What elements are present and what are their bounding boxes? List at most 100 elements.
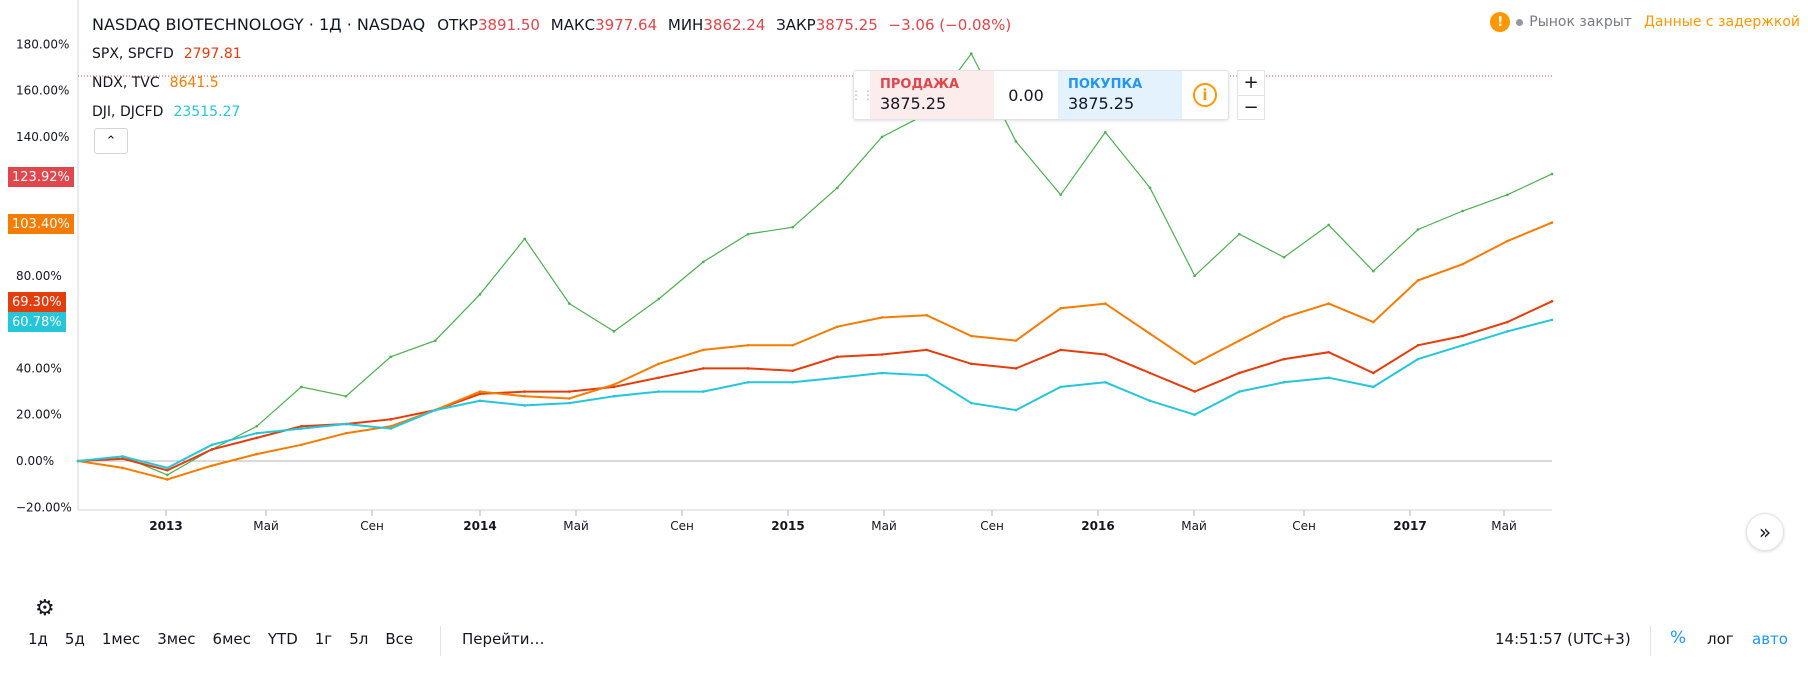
low-value: 3862.24 — [703, 15, 766, 34]
data-point — [1506, 330, 1509, 333]
range-5d[interactable]: 5д — [64, 630, 85, 648]
data-point — [344, 422, 348, 426]
open-value: 3891.50 — [477, 15, 540, 34]
data-point — [702, 390, 705, 393]
data-point — [970, 362, 973, 366]
compare-dji[interactable]: DJI, DJCFD 23515.27 — [92, 97, 1011, 126]
data-point — [1014, 339, 1018, 342]
data-point — [121, 457, 124, 460]
x-tick-label: Май — [253, 519, 279, 533]
high-value: 3977.64 — [595, 15, 658, 34]
scroll-to-realtime-button[interactable]: » — [1746, 513, 1784, 551]
data-point — [166, 466, 169, 470]
compare-spx[interactable]: SPX, SPCFD 2797.81 — [92, 39, 1011, 68]
x-tick-label: 2014 — [463, 519, 496, 533]
data-point — [880, 353, 884, 356]
range-6m[interactable]: 6мес — [212, 630, 251, 648]
data-point — [1327, 376, 1330, 379]
data-point — [1014, 140, 1018, 143]
info-button[interactable]: i — [1182, 71, 1228, 119]
series-line-dji-djcfd — [77, 318, 1553, 469]
data-point — [1238, 339, 1241, 342]
range-1m[interactable]: 1мес — [101, 630, 141, 648]
data-point — [523, 404, 526, 407]
data-point — [702, 367, 705, 370]
data-point — [300, 443, 303, 447]
data-point — [121, 466, 124, 470]
data-point — [300, 424, 303, 428]
sell-label: ПРОДАЖА — [880, 77, 960, 92]
data-point — [1193, 362, 1196, 366]
data-point — [702, 260, 705, 264]
data-point — [1238, 371, 1241, 375]
market-closed-text: Рынок закрыт — [1529, 14, 1632, 30]
data-point — [1059, 348, 1062, 352]
clock-timezone[interactable]: 14:51:57 (UTC+3) — [1495, 630, 1631, 648]
data-point — [1327, 302, 1330, 305]
data-point — [1372, 269, 1375, 273]
goto-date-button[interactable]: Перейти… — [462, 630, 545, 648]
data-point — [255, 436, 258, 440]
compare-ndx-name: NDX, TVC — [92, 74, 160, 91]
series-line-ndx-tvc — [77, 221, 1553, 481]
data-point — [1461, 262, 1464, 266]
legend-collapse-button[interactable]: ⌃ — [94, 128, 128, 154]
zoom-plus-button[interactable]: + — [1243, 72, 1259, 94]
compare-ndx[interactable]: NDX, TVC 8641.5 — [92, 68, 1011, 97]
range-1d[interactable]: 1д — [28, 630, 48, 648]
chart-legend: NASDAQ BIOTECHNOLOGY · 1Д · NASDAQ ОТКР3… — [92, 10, 1011, 126]
data-point — [1014, 408, 1018, 412]
buy-button[interactable]: ПОКУПКА 3875.25 — [1058, 71, 1182, 119]
x-tick-label: Май — [1491, 519, 1517, 533]
x-tick-label: Май — [563, 519, 589, 533]
x-tick-label: 2013 — [149, 519, 182, 533]
data-point — [836, 355, 839, 359]
data-point — [344, 394, 348, 398]
data-point — [389, 418, 392, 421]
data-point — [970, 334, 973, 338]
data-point — [702, 348, 705, 352]
symbol-title[interactable]: NASDAQ BIOTECHNOLOGY · 1Д · NASDAQ — [92, 15, 426, 34]
range-ytd[interactable]: YTD — [267, 630, 298, 648]
percent-scale-toggle[interactable]: % — [1670, 628, 1687, 648]
sell-button[interactable]: ПРОДАЖА 3875.25 — [870, 71, 994, 119]
data-point — [434, 408, 437, 412]
data-point — [1416, 279, 1420, 282]
range-1y[interactable]: 1г — [314, 630, 333, 648]
data-point — [746, 367, 750, 370]
data-point — [657, 376, 660, 379]
range-all[interactable]: Все — [385, 630, 414, 648]
x-tick-label: 2016 — [1081, 519, 1114, 533]
data-point — [166, 473, 169, 477]
data-point — [210, 464, 214, 467]
data-point — [1327, 350, 1330, 354]
data-point — [1148, 186, 1152, 190]
data-point — [612, 383, 616, 386]
data-point — [1193, 413, 1196, 417]
zoom-minus-button[interactable]: − — [1238, 94, 1264, 120]
range-3m[interactable]: 3мес — [157, 630, 196, 648]
range-5y[interactable]: 5л — [349, 630, 369, 648]
delayed-data-link[interactable]: Данные с задержкой — [1643, 14, 1800, 30]
drag-handle-icon[interactable]: ⋮⋮ — [850, 88, 874, 102]
warning-icon[interactable]: ! — [1490, 12, 1511, 32]
gear-icon[interactable]: ⚙ — [35, 596, 55, 621]
data-point — [657, 362, 660, 366]
high-label: МАКС — [550, 15, 596, 34]
y-tick-label: 180.00% — [16, 37, 69, 51]
data-point — [1372, 371, 1375, 375]
data-point — [1148, 371, 1152, 375]
log-scale-toggle[interactable]: лог — [1707, 630, 1734, 648]
data-point — [612, 394, 616, 398]
compare-dji-value: 23515.27 — [173, 103, 241, 120]
data-point — [791, 380, 794, 384]
data-point — [925, 348, 928, 352]
y-tick-label: 80.00% — [16, 269, 62, 283]
data-point — [255, 431, 258, 435]
data-point — [1372, 385, 1375, 389]
data-point — [389, 355, 392, 359]
data-point — [1238, 390, 1241, 393]
data-point — [478, 293, 482, 296]
auto-scale-toggle[interactable]: авто — [1752, 630, 1788, 648]
data-point — [1506, 239, 1509, 243]
